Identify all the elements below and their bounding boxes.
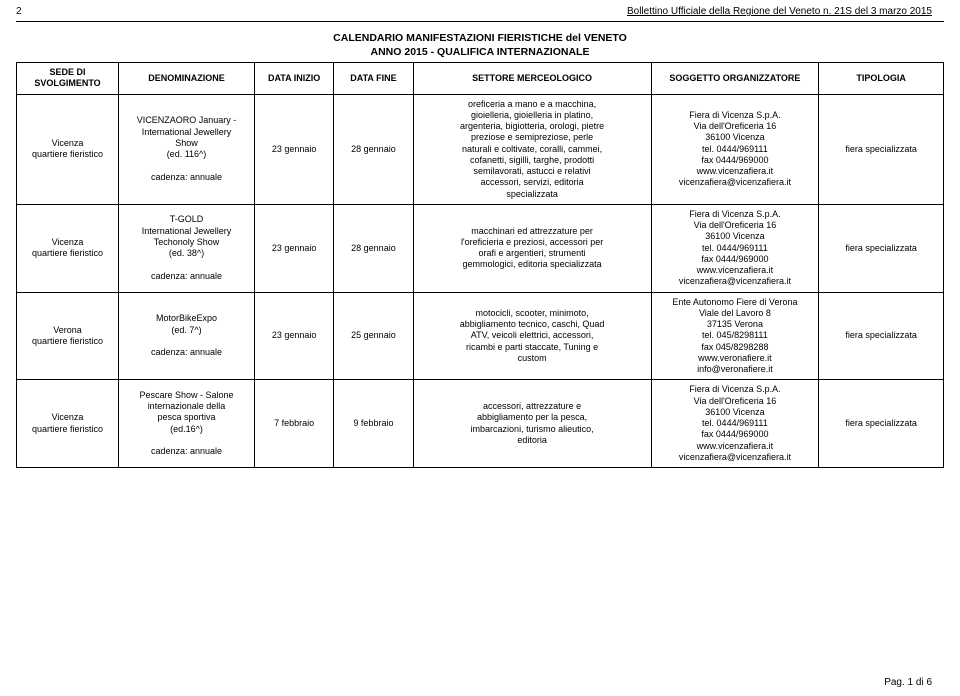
table-row: Vicenza quartiere fieristico VICENZAORO … <box>17 94 944 204</box>
col-header-denom: DENOMINAZIONE <box>118 63 254 95</box>
cell-sede: Vicenza quartiere fieristico <box>17 380 119 468</box>
cell-soggetto: Ente Autonomo Fiere di Verona Viale del … <box>651 292 819 380</box>
table-row: Verona quartiere fieristico MotorBikeExp… <box>17 292 944 380</box>
col-header-sede: SEDE DI SVOLGIMENTO <box>17 63 119 95</box>
table-header-row: SEDE DI SVOLGIMENTO DENOMINAZIONE DATA I… <box>17 63 944 95</box>
cell-denom: T-GOLD International Jewellery Techonoly… <box>118 204 254 292</box>
col-header-fine: DATA FINE <box>334 63 413 95</box>
cell-settore: macchinari ed attrezzature per l'orefici… <box>413 204 651 292</box>
cell-sede: Vicenza quartiere fieristico <box>17 94 119 204</box>
cell-tipologia: fiera specializzata <box>819 292 944 380</box>
col-header-settore: SETTORE MERCEOLOGICO <box>413 63 651 95</box>
cell-soggetto: Fiera di Vicenza S.p.A. Via dell'Orefice… <box>651 204 819 292</box>
cell-sede: Verona quartiere fieristico <box>17 292 119 380</box>
page-footer: Pag. 1 di 6 <box>884 677 932 688</box>
cell-tipologia: fiera specializzata <box>819 380 944 468</box>
page-header: 2 Bollettino Ufficiale della Regione del… <box>0 0 960 21</box>
col-header-inizio: DATA INIZIO <box>254 63 333 95</box>
page-number-top: 2 <box>16 6 22 17</box>
bulletin-title: Bollettino Ufficiale della Regione del V… <box>627 6 932 17</box>
cell-settore: accessori, attrezzature e abbigliamento … <box>413 380 651 468</box>
table-row: Vicenza quartiere fieristico Pescare Sho… <box>17 380 944 468</box>
cell-inizio: 23 gennaio <box>254 94 333 204</box>
cell-soggetto: Fiera di Vicenza S.p.A. Via dell'Orefice… <box>651 380 819 468</box>
table-row: Vicenza quartiere fieristico T-GOLD Inte… <box>17 204 944 292</box>
cell-fine: 9 febbraio <box>334 380 413 468</box>
cell-fine: 28 gennaio <box>334 94 413 204</box>
cell-inizio: 23 gennaio <box>254 204 333 292</box>
cell-inizio: 7 febbraio <box>254 380 333 468</box>
calendar-subtitle: ANNO 2015 - QUALIFICA INTERNAZIONALE <box>0 46 960 58</box>
col-header-soggetto: SOGGETTO ORGANIZZATORE <box>651 63 819 95</box>
calendar-title: CALENDARIO MANIFESTAZIONI FIERISTICHE de… <box>0 32 960 44</box>
cell-settore: oreficeria a mano e a macchina, gioielle… <box>413 94 651 204</box>
cell-inizio: 23 gennaio <box>254 292 333 380</box>
cell-tipologia: fiera specializzata <box>819 204 944 292</box>
cell-denom: MotorBikeExpo (ed. 7^) cadenza: annuale <box>118 292 254 380</box>
table-body: Vicenza quartiere fieristico VICENZAORO … <box>17 94 944 468</box>
cell-denom: Pescare Show - Salone internazionale del… <box>118 380 254 468</box>
cell-sede: Vicenza quartiere fieristico <box>17 204 119 292</box>
cell-settore: motocicli, scooter, minimoto, abbigliame… <box>413 292 651 380</box>
cell-fine: 28 gennaio <box>334 204 413 292</box>
col-header-tipologia: TIPOLOGIA <box>819 63 944 95</box>
events-table: SEDE DI SVOLGIMENTO DENOMINAZIONE DATA I… <box>16 62 944 468</box>
header-rule <box>16 21 944 22</box>
cell-denom: VICENZAORO January - International Jewel… <box>118 94 254 204</box>
cell-soggetto: Fiera di Vicenza S.p.A. Via dell'Orefice… <box>651 94 819 204</box>
cell-fine: 25 gennaio <box>334 292 413 380</box>
cell-tipologia: fiera specializzata <box>819 94 944 204</box>
